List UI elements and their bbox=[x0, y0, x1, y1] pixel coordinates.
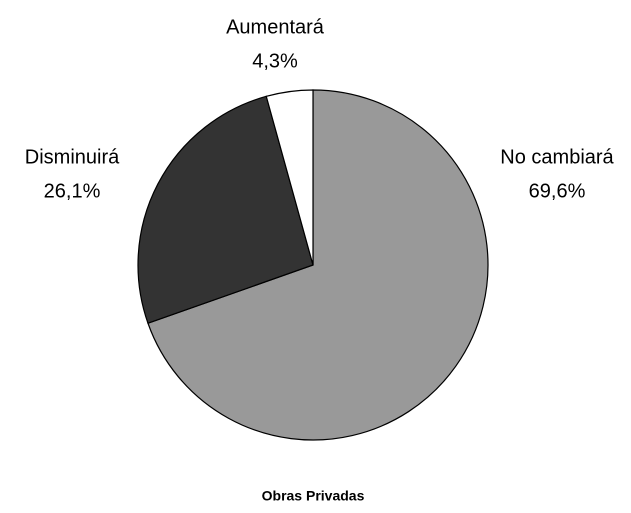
slice-value-label: 26,1% bbox=[44, 180, 101, 202]
chart-title: Obras Privadas bbox=[262, 488, 365, 504]
slice-label: No cambiará bbox=[500, 146, 614, 168]
slice-label: Disminuirá bbox=[25, 146, 120, 168]
pie-slice bbox=[265, 89, 314, 266]
pie-slice bbox=[147, 89, 489, 441]
slice-label: Aumentará bbox=[226, 16, 325, 38]
pie-slice bbox=[137, 95, 314, 325]
slice-value-label: 4,3% bbox=[252, 50, 298, 72]
slice-value-label: 69,6% bbox=[529, 180, 586, 202]
